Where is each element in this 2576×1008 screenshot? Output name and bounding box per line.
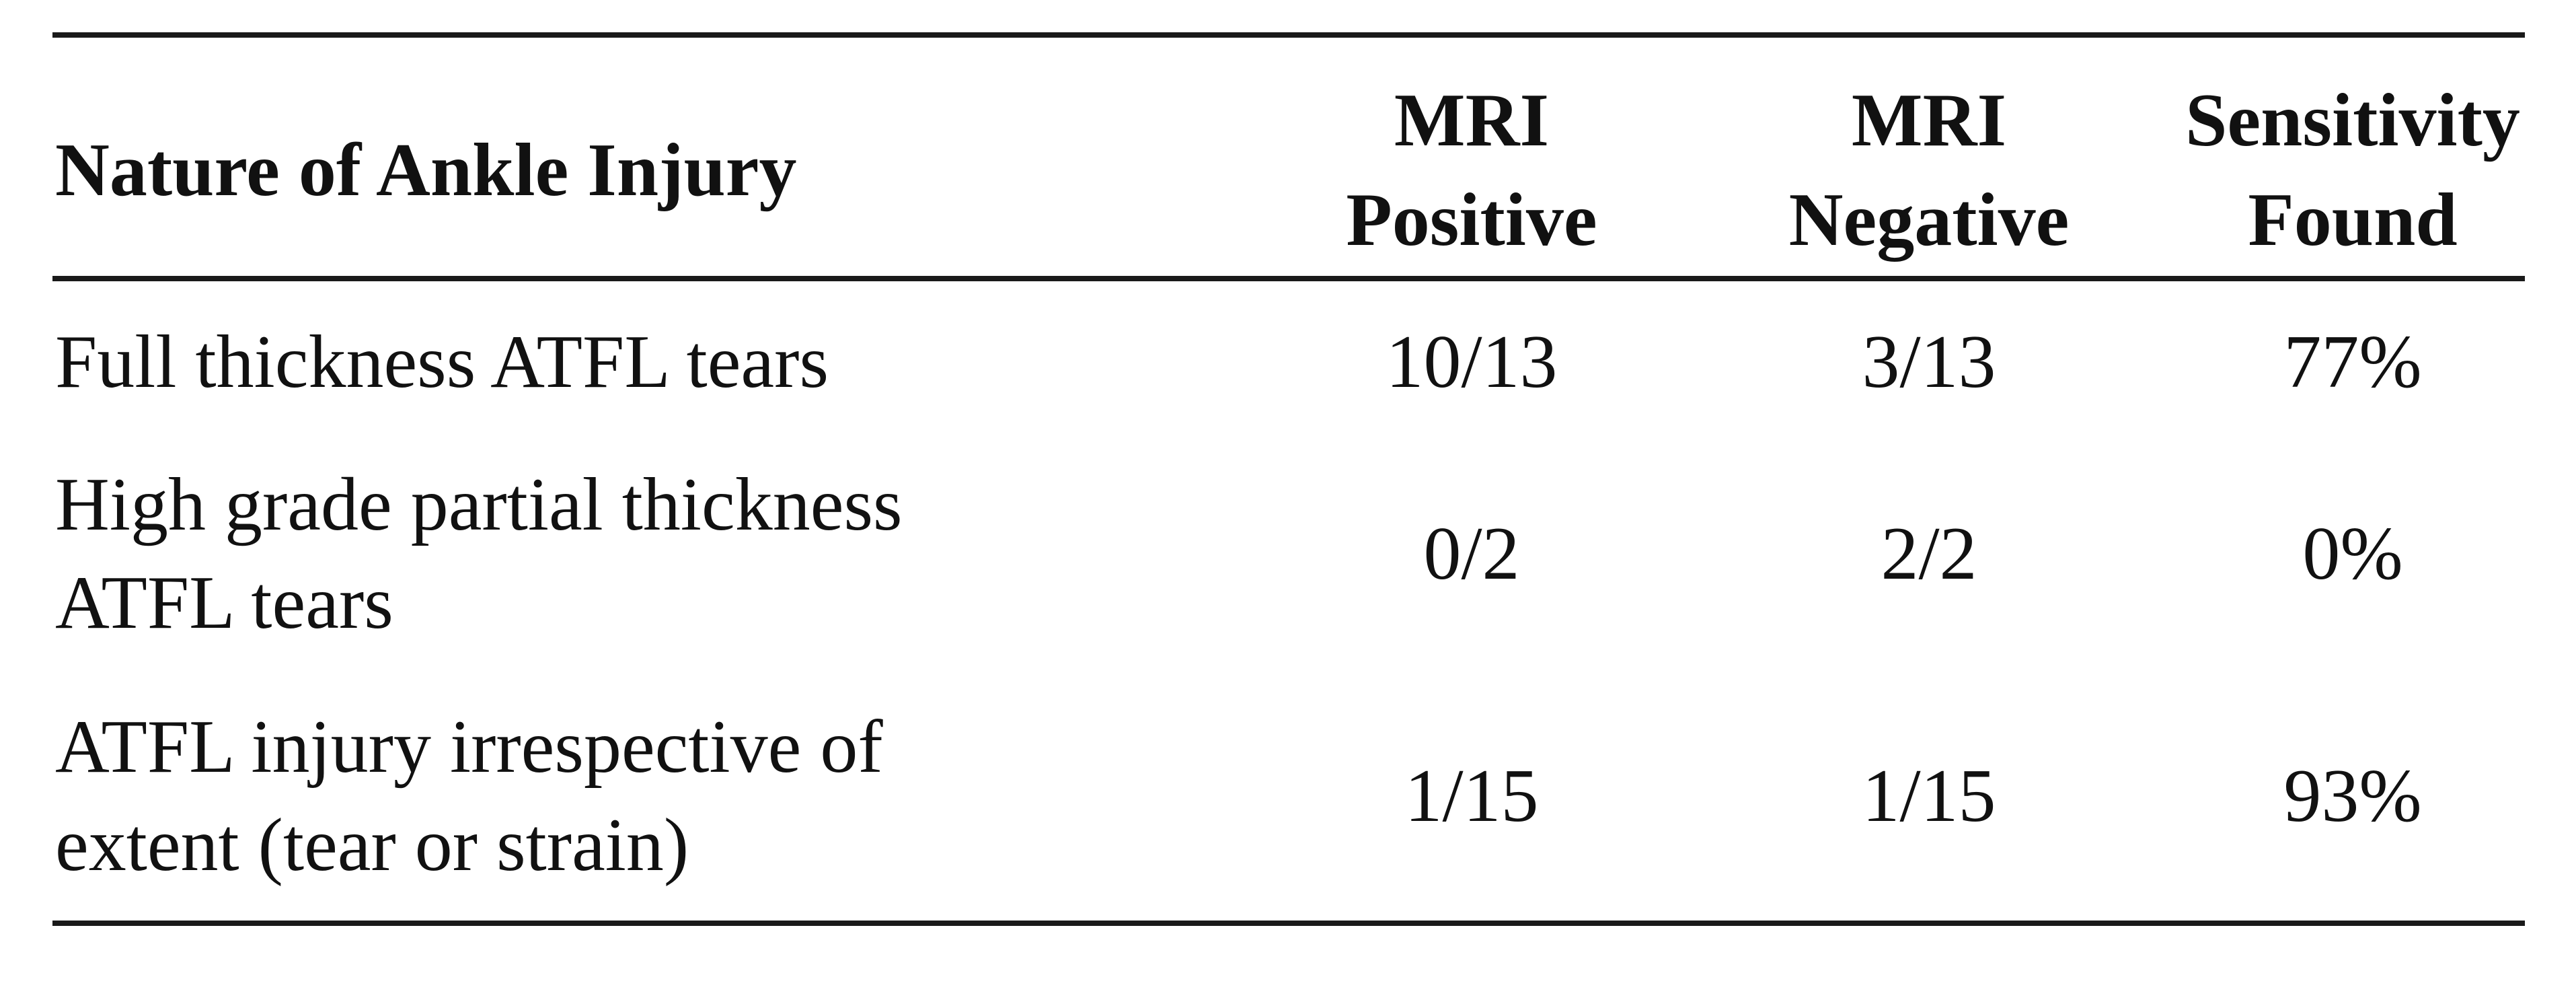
row-2-injury: High grade partial thickness ATFL tears [55, 443, 903, 665]
row-1-sensitivity: 77% [2283, 320, 2422, 404]
injury-line: extent (tear or strain) [55, 803, 689, 887]
header-line: MRI [1851, 79, 2007, 162]
header-nature-of-injury: Nature of Ankle Injury [55, 73, 796, 268]
header-mri-negative: MRI Negative [1680, 73, 2178, 268]
injury-line: ATFL tears [55, 561, 393, 645]
row-3-mri-negative: 1/15 [1862, 754, 1996, 838]
row-2-mri-positive: 0/2 [1423, 512, 1520, 596]
header-line: Positive [1346, 178, 1597, 262]
header-line: Nature of Ankle Injury [55, 129, 797, 212]
injury-line: ATFL injury irrespective of [55, 705, 883, 789]
header-mri-positive: MRI Positive [1223, 73, 1720, 268]
injury-line: High grade partial thickness [55, 463, 903, 546]
table-top-rule [52, 32, 2525, 38]
row-3-sensitivity: 93% [2283, 754, 2422, 838]
header-sensitivity-found: Sensitivity Found [2097, 73, 2576, 268]
row-3-injury: ATFL injury irrespective of extent (tear… [55, 678, 883, 914]
row-1-mri-negative: 3/13 [1862, 320, 1996, 404]
row-2-mri-negative: 2/2 [1881, 512, 1977, 596]
row-1-mri-positive: 10/13 [1386, 320, 1558, 404]
header-line: Negative [1788, 178, 2070, 262]
injury-line: Full thickness ATFL tears [55, 320, 829, 404]
header-line: Sensitivity [2185, 79, 2520, 162]
table-header-rule [52, 276, 2525, 281]
row-3-mri-positive: 1/15 [1404, 754, 1539, 838]
header-line: MRI [1394, 79, 1550, 162]
row-2-sensitivity: 0% [2302, 512, 2403, 596]
header-line: Found [2248, 178, 2458, 262]
row-1-injury: Full thickness ATFL tears [55, 295, 829, 429]
table-bottom-rule [52, 921, 2525, 926]
